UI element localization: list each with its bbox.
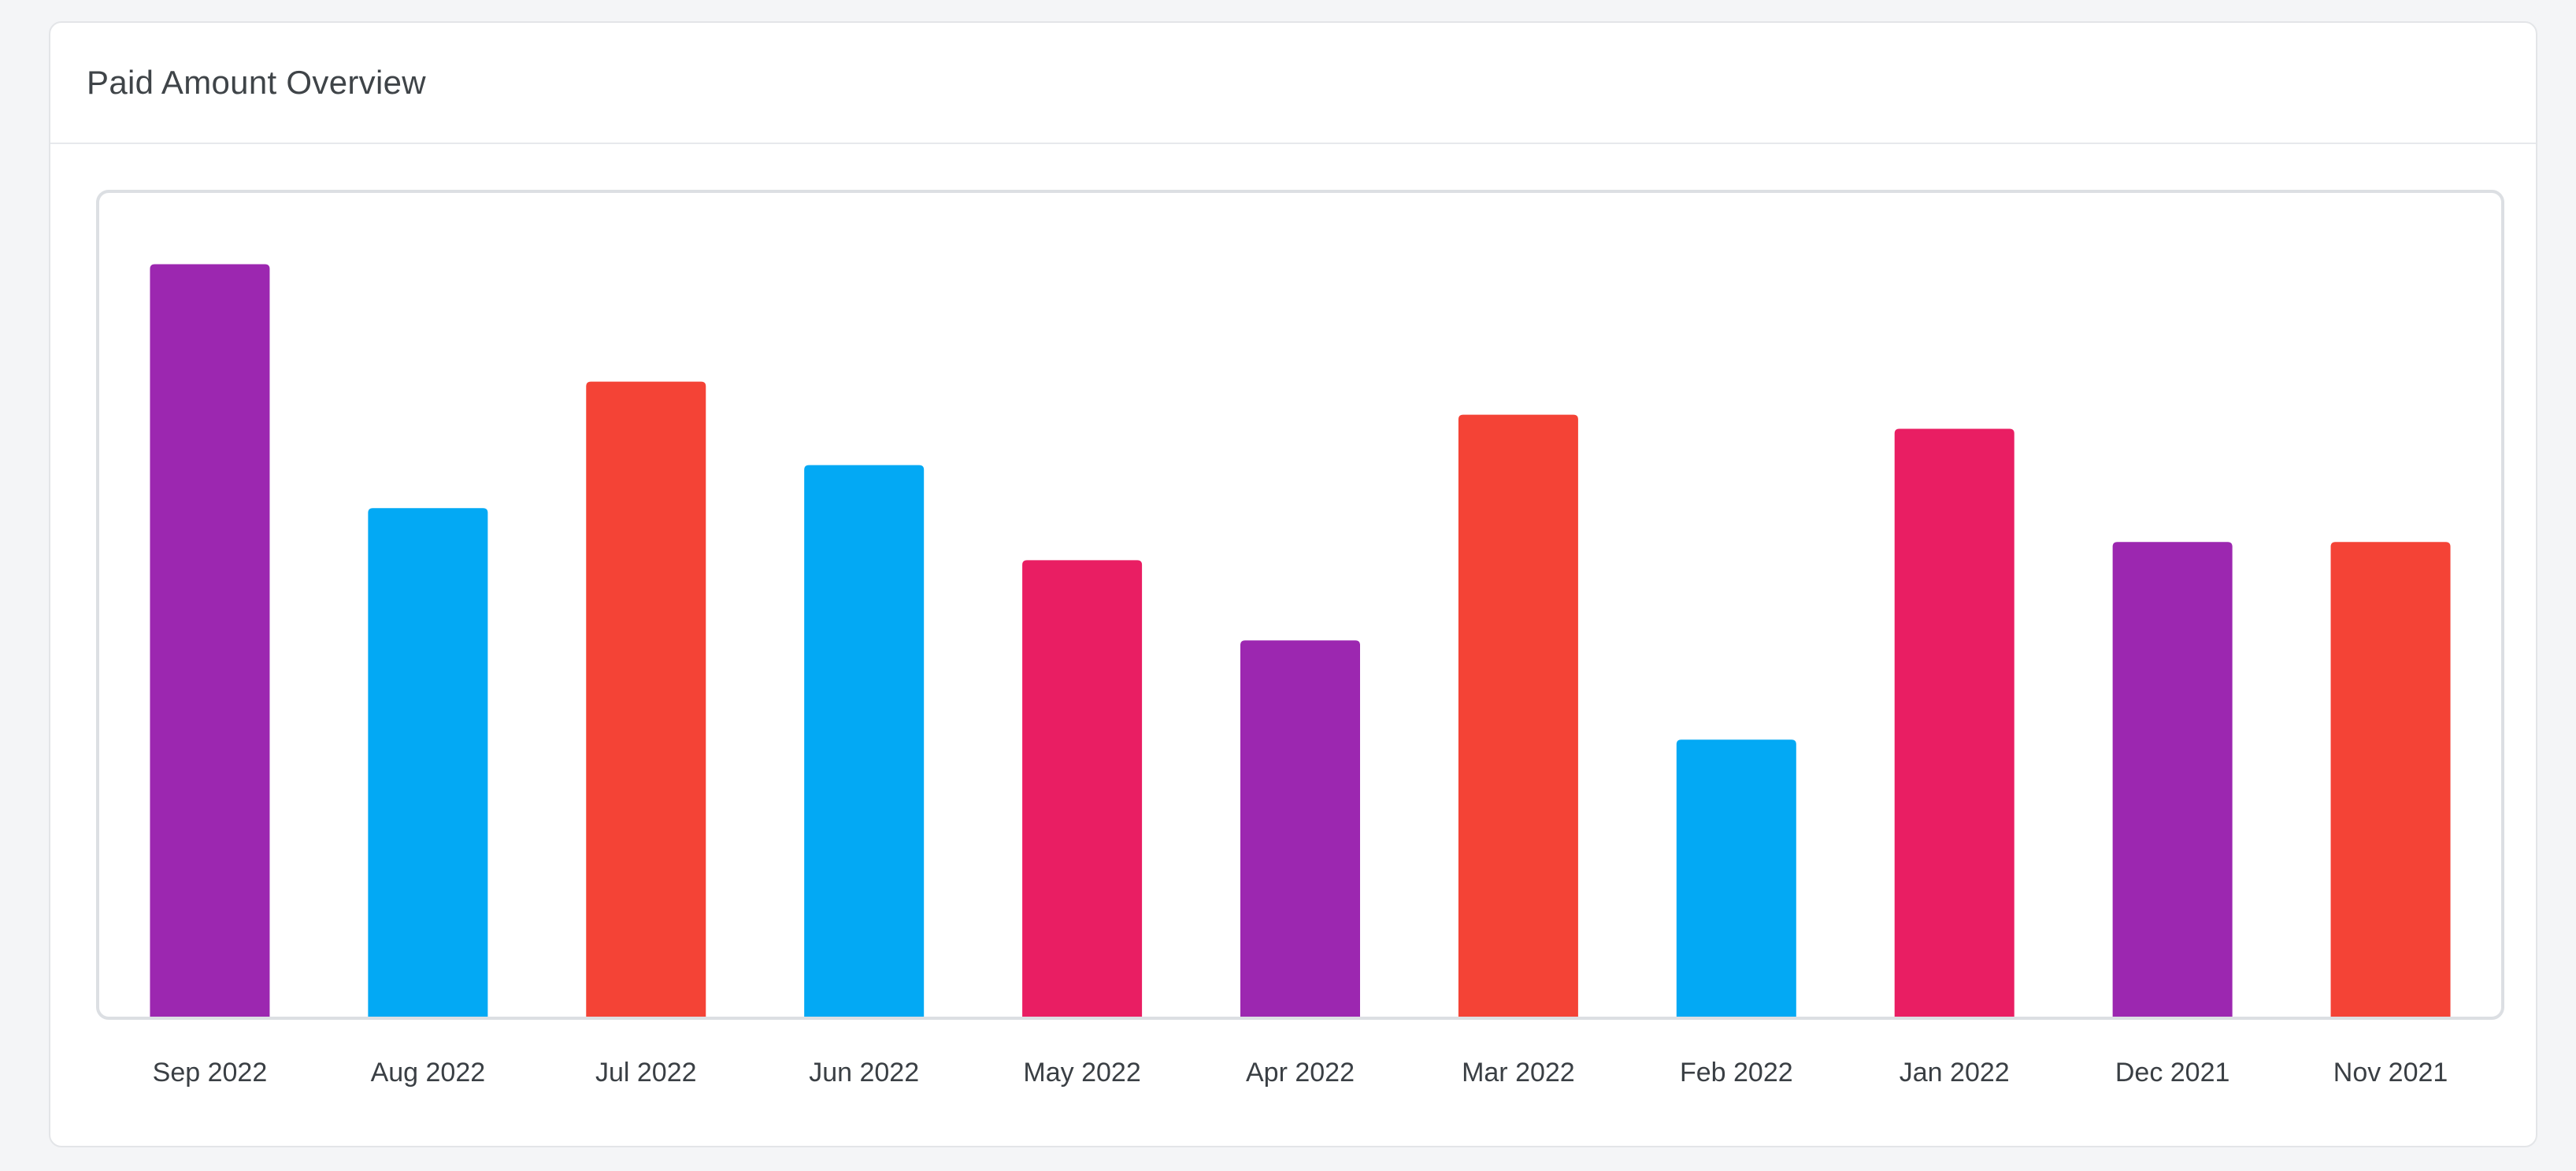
bar-dec-2021[interactable] — [2112, 542, 2233, 1017]
bar-mar-2022[interactable] — [1458, 414, 1578, 1017]
x-tick-label: Aug 2022 — [371, 1058, 486, 1088]
bar-sep-2022[interactable] — [150, 264, 270, 1017]
x-axis-labels: Sep 2022 Aug 2022 Jul 2022 Jun 2022 May 2022… — [153, 1058, 2448, 1088]
bar-jan-2022[interactable] — [1894, 428, 2014, 1017]
card-title: Paid Amount Overview — [87, 64, 426, 101]
bar-nov-2021[interactable] — [2330, 542, 2451, 1017]
bars-layer — [150, 264, 2451, 1017]
x-tick-label: Nov 2021 — [2333, 1058, 2448, 1088]
bar-apr-2022[interactable] — [1240, 640, 1360, 1017]
bar-aug-2022[interactable] — [368, 508, 488, 1017]
x-tick-label: Jan 2022 — [1900, 1058, 2010, 1088]
chart-area: Sep 2022 Aug 2022 Jul 2022 Jun 2022 May 2022… — [50, 144, 2536, 1146]
x-tick-label: Apr 2022 — [1246, 1058, 1355, 1088]
card-header: Paid Amount Overview — [50, 23, 2536, 144]
plot-frame — [96, 190, 2504, 1020]
x-tick-label: Dec 2021 — [2115, 1058, 2230, 1088]
x-tick-label: May 2022 — [1023, 1058, 1140, 1088]
bar-jul-2022[interactable] — [586, 381, 706, 1017]
x-tick-label: Sep 2022 — [153, 1058, 268, 1088]
bar-feb-2022[interactable] — [1676, 739, 1796, 1017]
x-tick-label: Jul 2022 — [595, 1058, 697, 1088]
x-tick-label: Feb 2022 — [1680, 1058, 1793, 1088]
bar-jun-2022[interactable] — [804, 465, 925, 1017]
x-tick-label: Jun 2022 — [809, 1058, 919, 1088]
bar-may-2022[interactable] — [1022, 560, 1143, 1017]
paid-amount-card: Paid Amount Overview Sep 2022 Aug 2022 Jul… — [49, 21, 2537, 1147]
bar-chart: Sep 2022 Aug 2022 Jul 2022 Jun 2022 May 2022… — [96, 190, 2504, 1088]
x-tick-label: Mar 2022 — [1462, 1058, 1575, 1088]
